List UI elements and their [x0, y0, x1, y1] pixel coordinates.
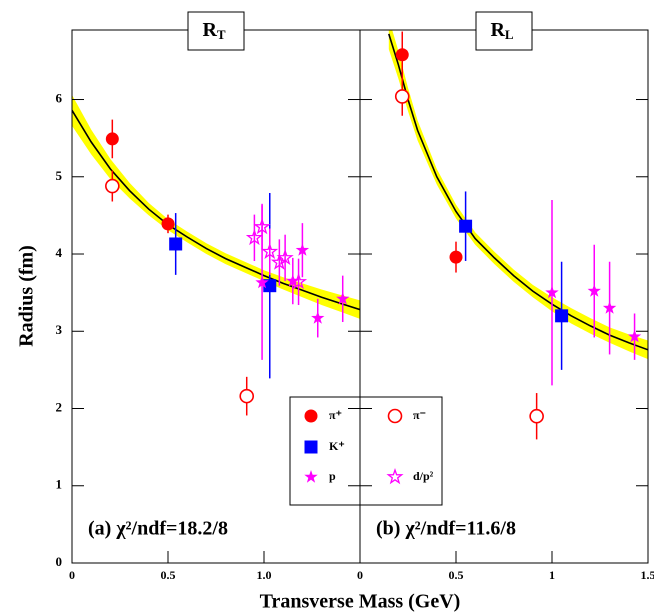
marker: [602, 301, 617, 314]
plot-area: [388, 30, 648, 440]
marker: [449, 250, 463, 264]
y-tick-label: 0: [56, 554, 63, 569]
marker: [295, 243, 310, 256]
plot-area: [72, 94, 360, 416]
marker: [545, 285, 559, 299]
marker: [276, 248, 294, 266]
marker: [239, 388, 255, 404]
marker: [529, 408, 544, 424]
marker: [336, 291, 350, 305]
panel-label-sub: T: [217, 27, 226, 42]
marker: [105, 132, 119, 146]
legend-label: K⁺: [329, 439, 345, 453]
x-tick-label: 0.5: [161, 568, 176, 582]
panel-label-main: R: [202, 19, 217, 41]
x-tick-label: 0: [69, 568, 75, 582]
marker: [263, 279, 277, 293]
fit-band: [72, 94, 360, 319]
annotation: (a) χ²/ndf=18.2/8: [88, 518, 228, 540]
x-axis-title: Transverse Mass (GeV): [260, 591, 461, 613]
y-tick-label: 4: [56, 245, 63, 260]
marker: [270, 253, 288, 270]
panel-label-main: R: [490, 19, 505, 41]
legend-marker: [386, 467, 404, 485]
legend-label: p: [329, 469, 336, 483]
panel-label: RL: [490, 19, 513, 42]
y-tick-label: 2: [56, 399, 63, 414]
marker: [245, 228, 263, 246]
legend-label: d/p²: [413, 469, 434, 483]
marker: [255, 275, 269, 289]
panel-label-box: [475, 11, 533, 51]
marker: [395, 48, 409, 62]
marker: [311, 311, 325, 324]
annotation: (b) χ²/ndf=11.6/8: [376, 518, 516, 540]
legend-marker: [304, 409, 318, 423]
panel-label: RT: [202, 19, 225, 42]
y-tick-label: 3: [56, 322, 63, 337]
y-tick-label: 6: [56, 91, 63, 106]
marker: [555, 309, 569, 323]
marker: [627, 329, 642, 343]
y-axis-title: Radius (fm): [16, 245, 38, 347]
marker: [253, 218, 271, 235]
y-tick-label: 1: [56, 477, 63, 492]
marker: [394, 89, 410, 104]
marker: [290, 272, 308, 290]
marker: [105, 178, 120, 194]
panel-label-box: [187, 11, 245, 51]
x-tick-label: 0.5: [449, 568, 464, 582]
panel-label-sub: L: [505, 27, 514, 42]
y-tick-label: 5: [56, 168, 63, 183]
x-tick-label: 1.0: [257, 568, 272, 582]
legend-label: π⁻: [413, 408, 426, 422]
marker: [161, 217, 175, 231]
x-tick-label: 1.5: [641, 568, 654, 582]
legend-marker: [304, 440, 318, 454]
marker: [587, 284, 601, 297]
fit-line: [72, 109, 360, 311]
fit-line: [388, 33, 648, 351]
x-tick-label: 0: [357, 568, 363, 582]
marker: [459, 219, 473, 233]
legend-label: π⁺: [329, 408, 342, 422]
legend-marker: [304, 470, 318, 483]
marker: [261, 242, 279, 260]
x-tick-label: 1: [549, 568, 555, 582]
legend-marker: [387, 408, 403, 424]
marker: [169, 237, 183, 251]
